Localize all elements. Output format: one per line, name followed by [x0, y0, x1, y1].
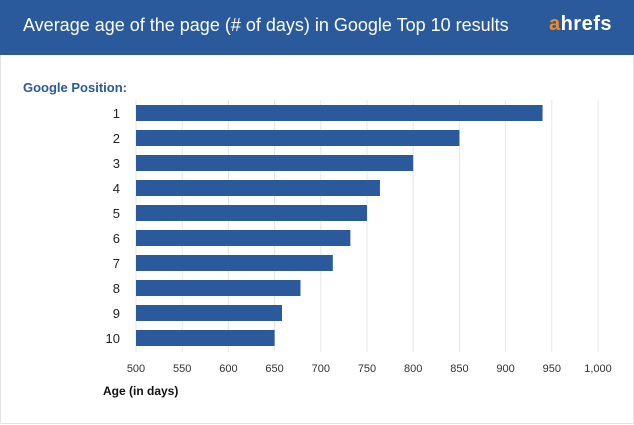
x-tick-label: 750: [358, 363, 376, 375]
bar: [136, 205, 367, 221]
chart-title: Average age of the page (# of days) in G…: [23, 15, 509, 35]
y-tick-label: 5: [113, 206, 120, 221]
bar: [136, 230, 351, 246]
bar: [136, 255, 333, 271]
y-tick-label: 9: [113, 306, 120, 321]
x-tick-label: 1,000: [584, 363, 612, 375]
x-tick-label: 700: [312, 363, 330, 375]
bar: [136, 105, 543, 121]
y-tick-label: 1: [113, 106, 120, 121]
bar: [136, 305, 282, 321]
bar: [136, 130, 460, 146]
x-tick-label: 900: [496, 363, 514, 375]
y-tick-label: 3: [113, 156, 120, 171]
bar: [136, 155, 414, 171]
x-tick-label: 600: [219, 363, 237, 375]
x-tick-label: 950: [543, 363, 561, 375]
y-axis-label: Google Position:: [23, 80, 127, 95]
y-tick-label: 8: [113, 281, 120, 296]
x-tick-label: 650: [265, 363, 283, 375]
y-tick-label: 6: [113, 231, 120, 246]
ahrefs-logo: ahrefs: [548, 13, 612, 35]
header-bar: Average age of the page (# of days) in G…: [0, 0, 634, 55]
x-tick-label: 800: [404, 363, 422, 375]
y-tick-label: 10: [106, 331, 120, 346]
y-tick-label: 2: [113, 131, 120, 146]
y-tick-label: 7: [113, 256, 120, 271]
bar: [136, 180, 380, 196]
x-axis-label: Age (in days): [103, 384, 179, 398]
x-tick-label: 550: [173, 363, 191, 375]
x-tick-label: 850: [450, 363, 468, 375]
bar: [136, 280, 301, 296]
x-tick-label: 500: [127, 363, 145, 375]
bar: [136, 330, 275, 346]
y-tick-label: 4: [113, 181, 120, 196]
